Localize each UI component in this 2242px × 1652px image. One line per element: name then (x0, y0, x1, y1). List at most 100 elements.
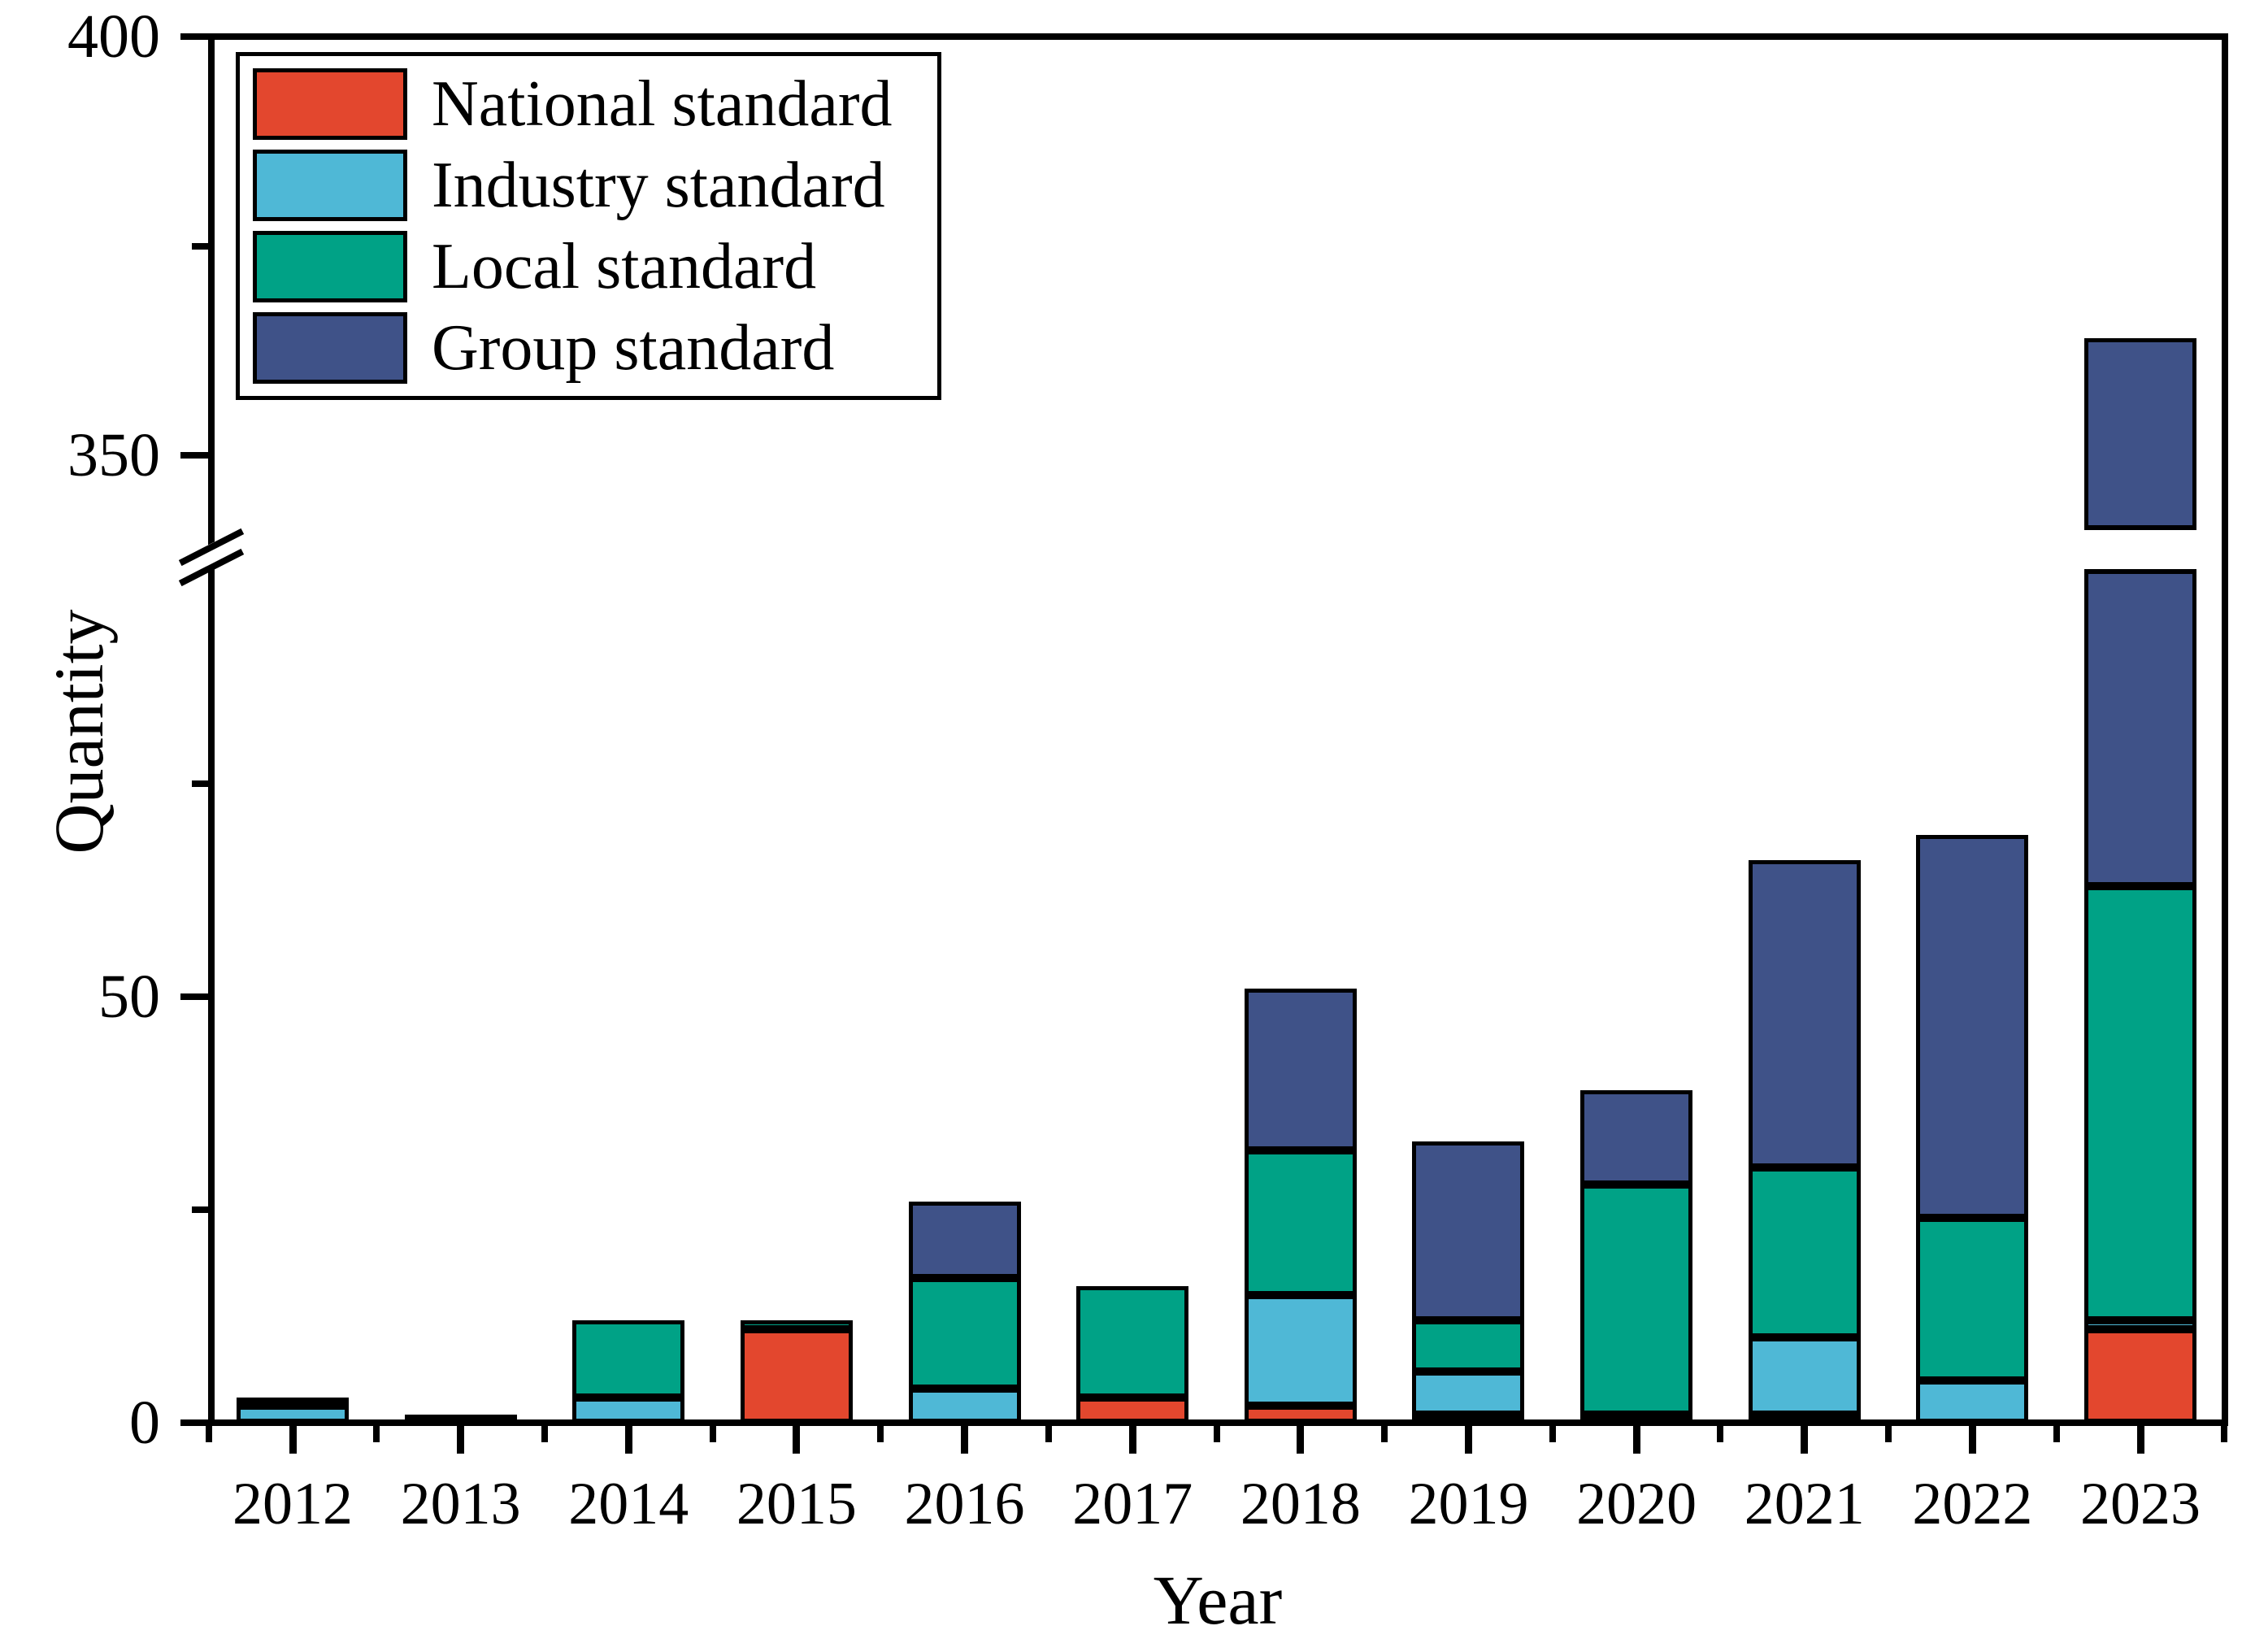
bar-2016-group-standard (908, 1201, 1021, 1278)
y-tick-label-400: 400 (67, 2, 160, 71)
bar-2017-local-standard (1076, 1286, 1189, 1398)
x-minor-tick (877, 1426, 884, 1442)
x-tick-label-2023: 2023 (2080, 1471, 2201, 1537)
x-tick-label-2016: 2016 (904, 1471, 1025, 1537)
bar-2023-group-standard (2084, 337, 2197, 886)
x-tick-label-2022: 2022 (1912, 1471, 2033, 1537)
legend-label-local-standard: Local standard (432, 231, 817, 302)
x-minor-tick (205, 1426, 212, 1442)
legend-item-industry-standard: Industry standard (253, 150, 924, 221)
x-tick-label-2021: 2021 (1744, 1471, 1865, 1537)
legend-swatch-industry-standard (253, 150, 407, 221)
y-major-tick-400 (180, 33, 211, 40)
bar-2023-local-standard (2084, 885, 2197, 1321)
bar-2019-local-standard (1412, 1320, 1525, 1372)
bar-2017-national-standard (1076, 1397, 1189, 1423)
bar-2015-local-standard (740, 1320, 853, 1329)
x-major-tick-2013 (457, 1426, 465, 1454)
bar-2012-industry-standard (237, 1406, 349, 1423)
x-tick-label-2019: 2019 (1408, 1471, 1529, 1537)
bar-2019-group-standard (1412, 1141, 1525, 1321)
x-tick-label-2018: 2018 (1240, 1471, 1361, 1537)
bar-2020-group-standard (1580, 1090, 1693, 1185)
x-tick-label-2017: 2017 (1072, 1471, 1193, 1537)
bar-break-gap-2023 (2081, 530, 2201, 569)
bar-2018-national-standard (1244, 1406, 1357, 1423)
x-tick-label-2015: 2015 (736, 1471, 857, 1537)
x-major-tick-2022 (1968, 1426, 1976, 1454)
bar-2013-industry-standard (404, 1414, 517, 1423)
y-tick-label-50: 50 (98, 963, 160, 1031)
x-major-tick-2017 (1128, 1426, 1136, 1454)
bar-2022-local-standard (1916, 1218, 2029, 1380)
bar-2016-industry-standard (908, 1389, 1021, 1423)
x-major-tick-2015 (793, 1426, 801, 1454)
y-tick-label-0: 0 (129, 1389, 160, 1457)
bar-2021-national-standard (1748, 1414, 1861, 1423)
x-major-tick-2021 (1801, 1426, 1809, 1454)
x-tick-label-2020: 2020 (1576, 1471, 1697, 1537)
x-minor-tick (1885, 1426, 1892, 1442)
legend-item-group-standard: Group standard (253, 312, 924, 384)
y-axis-title: Quantity (40, 609, 118, 854)
bar-2012-local-standard (237, 1397, 349, 1406)
bar-2021-group-standard (1748, 860, 1861, 1167)
x-major-tick-2014 (624, 1426, 632, 1454)
bar-2015-national-standard (740, 1328, 853, 1423)
x-minor-tick (2221, 1426, 2228, 1442)
x-minor-tick (541, 1426, 548, 1442)
x-major-tick-2016 (961, 1426, 969, 1454)
x-minor-tick (1549, 1426, 1556, 1442)
bar-2019-industry-standard (1412, 1372, 1525, 1415)
y-minor-tick-375 (192, 242, 211, 250)
x-major-tick-2020 (1632, 1426, 1640, 1454)
bar-2020-industry-standard (1580, 1414, 1693, 1423)
x-minor-tick (1381, 1426, 1388, 1442)
bar-2018-group-standard (1244, 988, 1357, 1150)
x-tick-label-2013: 2013 (400, 1471, 521, 1537)
bar-2021-local-standard (1748, 1167, 1861, 1338)
x-minor-tick (1045, 1426, 1052, 1442)
legend-swatch-group-standard (253, 312, 407, 384)
bar-2023-industry-standard (2084, 1320, 2197, 1329)
x-minor-tick (373, 1426, 380, 1442)
bar-2023-national-standard (2084, 1328, 2197, 1423)
x-tick-label-2012: 2012 (232, 1471, 353, 1537)
bar-2021-industry-standard (1748, 1337, 1861, 1415)
bar-2018-industry-standard (1244, 1294, 1357, 1406)
legend-swatch-local-standard (253, 231, 407, 302)
y-major-tick-350 (180, 452, 211, 459)
bar-2022-group-standard (1916, 834, 2029, 1219)
legend-label-group-standard: Group standard (432, 312, 835, 384)
x-major-tick-2018 (1297, 1426, 1305, 1454)
bar-2018-local-standard (1244, 1150, 1357, 1295)
legend-item-national-standard: National standard (253, 68, 924, 140)
legend: National standard Industry standard Local … (236, 52, 941, 400)
bar-2020-local-standard (1580, 1184, 1693, 1415)
x-minor-tick (1717, 1426, 1724, 1442)
bar-break-edge-top (2084, 525, 2197, 530)
y-minor-tick-25 (192, 1206, 211, 1213)
bar-2014-industry-standard (572, 1397, 685, 1423)
x-major-tick-2012 (289, 1426, 297, 1454)
x-major-tick-2019 (1464, 1426, 1472, 1454)
x-minor-tick (1213, 1426, 1220, 1442)
y-major-tick-50 (180, 993, 211, 1000)
bar-break-edge-bottom (2084, 569, 2197, 574)
y-minor-tick-75 (192, 780, 211, 787)
x-minor-tick (709, 1426, 716, 1442)
x-major-tick-2023 (2136, 1426, 2144, 1454)
legend-label-industry-standard: Industry standard (432, 150, 885, 221)
bar-2022-industry-standard (1916, 1380, 2029, 1423)
legend-swatch-national-standard (253, 68, 407, 140)
y-tick-label-350: 350 (67, 421, 160, 489)
x-axis-title: Year (1153, 1561, 1283, 1639)
bar-2019-national-standard (1412, 1414, 1525, 1423)
legend-label-national-standard: National standard (432, 68, 893, 140)
plot-area-border (208, 33, 2228, 1426)
bar-2014-local-standard (572, 1320, 685, 1398)
bar-2016-local-standard (908, 1277, 1021, 1389)
legend-item-local-standard: Local standard (253, 231, 924, 302)
y-major-tick-0 (180, 1419, 211, 1426)
